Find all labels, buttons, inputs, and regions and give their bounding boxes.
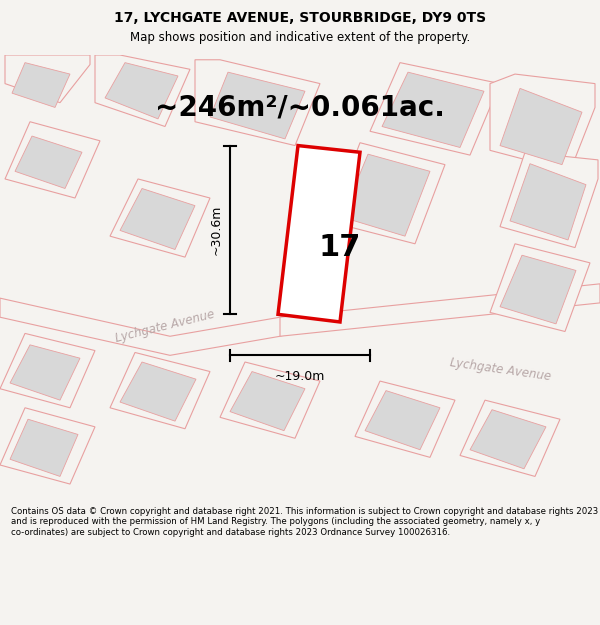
Polygon shape <box>15 136 82 189</box>
Polygon shape <box>105 62 178 119</box>
Text: Contains OS data © Crown copyright and database right 2021. This information is : Contains OS data © Crown copyright and d… <box>11 507 598 537</box>
Polygon shape <box>500 152 598 248</box>
Polygon shape <box>12 62 70 107</box>
Polygon shape <box>355 381 455 458</box>
Polygon shape <box>490 244 590 331</box>
Polygon shape <box>220 362 320 438</box>
Polygon shape <box>510 164 586 240</box>
Text: ~19.0m: ~19.0m <box>275 370 325 383</box>
Polygon shape <box>230 371 305 431</box>
Text: 17, LYCHGATE AVENUE, STOURBRIDGE, DY9 0TS: 17, LYCHGATE AVENUE, STOURBRIDGE, DY9 0T… <box>114 11 486 25</box>
Polygon shape <box>110 179 210 257</box>
Polygon shape <box>370 62 500 155</box>
Polygon shape <box>278 146 360 322</box>
Polygon shape <box>0 298 340 356</box>
Polygon shape <box>5 55 90 102</box>
Polygon shape <box>330 142 445 244</box>
Polygon shape <box>110 352 210 429</box>
Polygon shape <box>0 408 95 484</box>
Polygon shape <box>120 189 195 249</box>
Polygon shape <box>95 55 190 126</box>
Polygon shape <box>195 60 320 146</box>
Polygon shape <box>470 409 546 469</box>
Polygon shape <box>120 362 196 421</box>
Polygon shape <box>10 419 78 476</box>
Text: ~30.6m: ~30.6m <box>209 205 223 255</box>
Polygon shape <box>10 345 80 400</box>
Polygon shape <box>500 255 576 324</box>
Polygon shape <box>0 333 95 408</box>
Text: 17: 17 <box>319 233 361 262</box>
Polygon shape <box>460 400 560 476</box>
Polygon shape <box>280 284 600 336</box>
Text: Lychgate Avenue: Lychgate Avenue <box>114 308 216 346</box>
Polygon shape <box>490 74 595 171</box>
Text: Map shows position and indicative extent of the property.: Map shows position and indicative extent… <box>130 31 470 44</box>
Polygon shape <box>382 72 484 148</box>
Polygon shape <box>365 391 440 450</box>
Polygon shape <box>342 154 430 236</box>
Polygon shape <box>5 122 100 198</box>
Polygon shape <box>500 88 582 164</box>
Polygon shape <box>210 72 305 139</box>
Text: ~246m²/~0.061ac.: ~246m²/~0.061ac. <box>155 94 445 121</box>
Text: Lychgate Avenue: Lychgate Avenue <box>449 356 551 383</box>
